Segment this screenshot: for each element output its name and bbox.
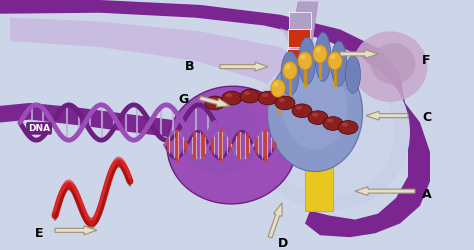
Ellipse shape	[271, 80, 285, 97]
Ellipse shape	[262, 93, 268, 97]
Ellipse shape	[265, 68, 395, 196]
Text: F: F	[422, 54, 430, 67]
Ellipse shape	[250, 54, 410, 211]
Ellipse shape	[298, 52, 312, 70]
Polygon shape	[10, 18, 330, 110]
Ellipse shape	[273, 82, 279, 87]
Text: B: B	[185, 60, 194, 73]
FancyArrow shape	[220, 62, 268, 71]
Ellipse shape	[342, 122, 348, 126]
Ellipse shape	[283, 62, 297, 80]
Ellipse shape	[296, 106, 302, 110]
Ellipse shape	[281, 52, 299, 96]
FancyBboxPatch shape	[288, 30, 310, 47]
Ellipse shape	[301, 54, 306, 59]
FancyArrow shape	[366, 111, 408, 120]
FancyBboxPatch shape	[287, 49, 309, 67]
Text: DNA: DNA	[28, 124, 50, 133]
Ellipse shape	[327, 118, 333, 122]
FancyArrow shape	[268, 203, 282, 238]
Ellipse shape	[279, 98, 285, 102]
FancyArrow shape	[55, 226, 97, 235]
FancyBboxPatch shape	[305, 128, 333, 211]
Ellipse shape	[180, 100, 260, 174]
Polygon shape	[278, 2, 318, 128]
Ellipse shape	[283, 66, 347, 150]
Text: C: C	[422, 111, 431, 124]
Ellipse shape	[167, 86, 297, 204]
Ellipse shape	[353, 31, 428, 102]
Polygon shape	[305, 98, 430, 237]
Ellipse shape	[292, 104, 312, 118]
Ellipse shape	[275, 96, 295, 110]
FancyArrow shape	[355, 187, 415, 196]
Ellipse shape	[258, 91, 278, 105]
Text: G: G	[178, 94, 188, 106]
Polygon shape	[280, 28, 365, 147]
Ellipse shape	[316, 48, 320, 52]
Ellipse shape	[308, 111, 328, 124]
Ellipse shape	[226, 93, 232, 97]
Ellipse shape	[323, 117, 343, 130]
FancyBboxPatch shape	[284, 88, 306, 106]
Ellipse shape	[205, 96, 225, 110]
Ellipse shape	[313, 45, 327, 63]
Text: D: D	[278, 236, 288, 250]
Ellipse shape	[244, 91, 250, 95]
Ellipse shape	[299, 37, 316, 84]
FancyBboxPatch shape	[289, 12, 311, 30]
Ellipse shape	[328, 52, 342, 70]
FancyBboxPatch shape	[282, 108, 304, 126]
Ellipse shape	[285, 64, 291, 69]
FancyArrow shape	[340, 50, 378, 58]
Text: A: A	[422, 188, 432, 200]
Ellipse shape	[371, 43, 416, 84]
Ellipse shape	[330, 54, 336, 59]
Polygon shape	[0, 0, 405, 147]
Ellipse shape	[315, 32, 331, 81]
Ellipse shape	[222, 91, 242, 105]
Text: E: E	[35, 227, 44, 240]
FancyBboxPatch shape	[285, 68, 307, 86]
Ellipse shape	[267, 54, 363, 172]
Ellipse shape	[346, 56, 361, 93]
Ellipse shape	[209, 98, 215, 102]
Ellipse shape	[331, 41, 347, 86]
Ellipse shape	[338, 120, 358, 134]
Ellipse shape	[240, 89, 260, 103]
FancyArrow shape	[200, 96, 230, 107]
Polygon shape	[0, 103, 240, 145]
Ellipse shape	[312, 113, 318, 117]
